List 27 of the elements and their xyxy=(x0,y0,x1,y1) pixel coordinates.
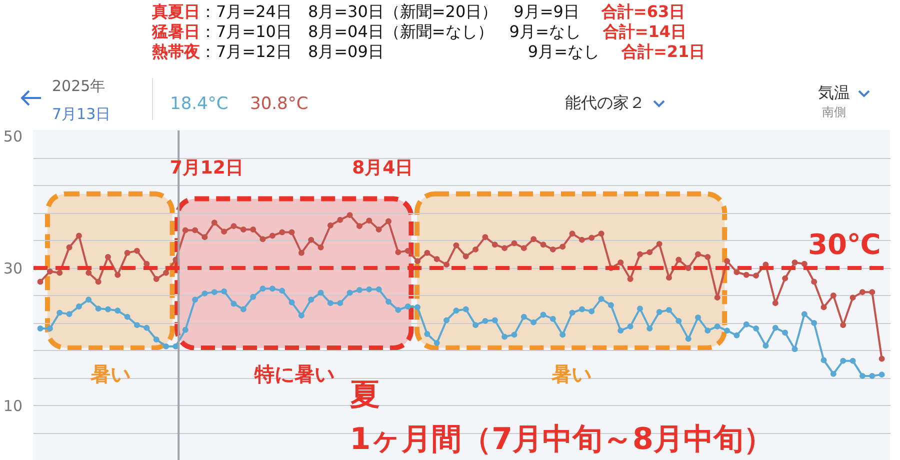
annotation: 夏 xyxy=(348,377,380,412)
text: 2025年 xyxy=(52,76,106,97)
text: 熱帯夜 xyxy=(152,42,200,61)
text: ：7月=12日 8月=09日 9月=なし xyxy=(200,42,600,61)
text: 30.8°C xyxy=(250,93,308,116)
text: 合計=21日 xyxy=(621,42,706,61)
text: 合計=14日 xyxy=(602,22,687,41)
text: 猛暑日 xyxy=(152,22,200,41)
y-tick-label: 30 xyxy=(3,260,23,278)
annotation: 7月12日 xyxy=(170,158,244,179)
ref-line-label: 30℃ xyxy=(808,228,881,262)
y-tick-label: 10 xyxy=(3,397,23,415)
text: ：7月=24日 8月=30日（新聞=20日） 9月=9日 xyxy=(200,2,580,21)
annotation: 暑い xyxy=(89,362,130,386)
text: 能代の家２ xyxy=(565,92,646,114)
text: 7月13日 xyxy=(52,104,111,125)
text: ：7月=10日 8月=04日（新聞=なし） 9月=なし xyxy=(200,22,581,41)
text: 18.4°C xyxy=(170,93,228,116)
y-tick-label: 50 xyxy=(3,128,23,146)
annotation: 暑い xyxy=(550,362,592,386)
text: 南側 xyxy=(822,104,846,121)
annotation: 8月4日 xyxy=(352,158,414,179)
annotation: 1ヶ月間（7月中旬～8月中旬） xyxy=(350,422,774,458)
text: 真夏日 xyxy=(152,2,200,21)
annotation: 特に暑い xyxy=(254,362,335,386)
text: 気温 xyxy=(818,82,851,104)
text: 合計=63日 xyxy=(601,2,686,21)
